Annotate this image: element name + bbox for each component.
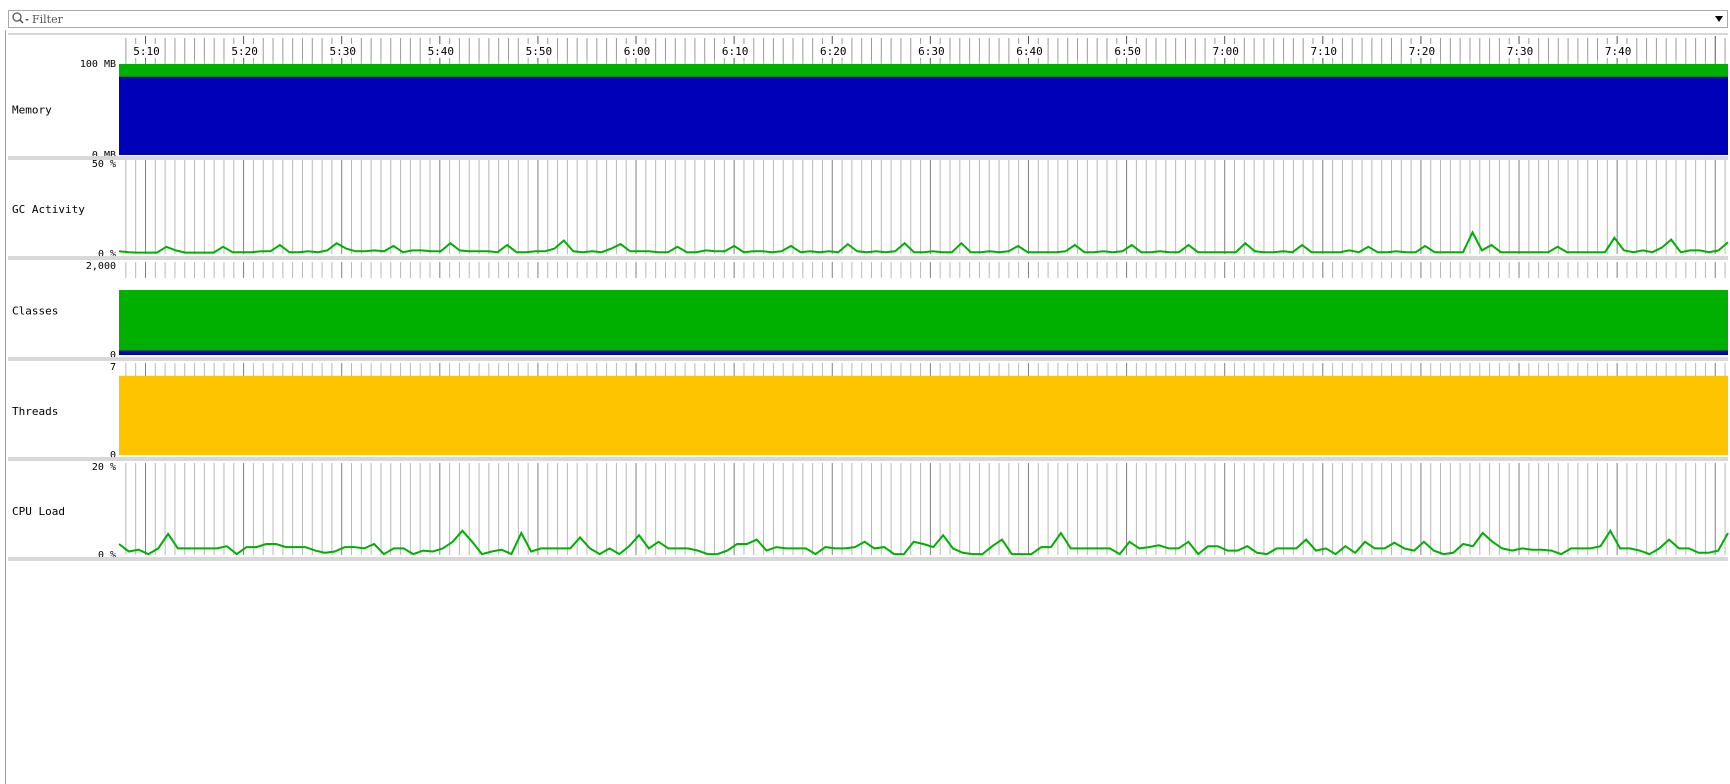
chart-panel-memory: 100 MB 0 MB Memory bbox=[8, 59, 1728, 161]
filter-placeholder: Filter bbox=[32, 13, 63, 26]
y-max-label: 2,000 bbox=[86, 261, 116, 272]
time-axis-label: 6:20 bbox=[820, 45, 847, 58]
y-max-label: 20 % bbox=[92, 462, 116, 473]
axis-label-bg bbox=[425, 44, 456, 58]
axis-label-bg bbox=[720, 44, 751, 58]
time-axis-label: 5:50 bbox=[526, 45, 553, 58]
chart-panel-classes: 2,000 0 Classes bbox=[8, 261, 1728, 361]
time-axis-label: 5:30 bbox=[329, 45, 356, 58]
series-area bbox=[119, 375, 1728, 455]
panel-separator bbox=[8, 457, 1728, 461]
time-axis-label: 6:50 bbox=[1114, 45, 1141, 58]
dropdown-arrow-icon[interactable] bbox=[1714, 15, 1724, 23]
time-axis-label: 7:40 bbox=[1605, 45, 1632, 58]
panel-title: Threads bbox=[12, 405, 58, 418]
axis-label-bg bbox=[1112, 44, 1143, 58]
y-max-label: 50 % bbox=[92, 159, 116, 170]
axis-label-bg bbox=[916, 44, 947, 58]
panel-separator bbox=[8, 357, 1728, 361]
panel-title: Classes bbox=[12, 305, 58, 318]
series-area bbox=[119, 290, 1728, 355]
panel-title: GC Activity bbox=[12, 203, 85, 216]
axis-label-bg bbox=[327, 44, 358, 58]
series-line bbox=[118, 230, 1729, 254]
y-min-label: 0 MB bbox=[92, 150, 116, 161]
y-min-label: 0 % bbox=[98, 249, 116, 260]
panel-left-border bbox=[5, 30, 6, 784]
axis-label-bg bbox=[1210, 44, 1241, 58]
y-min-label: 0 bbox=[110, 350, 116, 361]
time-axis-label: 7:00 bbox=[1212, 45, 1239, 58]
y-min-label: 0 % bbox=[98, 550, 116, 561]
axis-label-bg bbox=[622, 44, 653, 58]
time-axis-label: 5:40 bbox=[428, 45, 455, 58]
time-axis-label: 5:20 bbox=[231, 45, 258, 58]
axis-label-bg bbox=[1406, 44, 1437, 58]
axis-label-bg bbox=[523, 44, 554, 58]
panel-separator bbox=[8, 256, 1728, 260]
time-axis-label: 7:10 bbox=[1311, 45, 1338, 58]
chart-panel-cpu-load: 20 % 0 % CPU Load bbox=[8, 462, 1729, 561]
time-axis-label: 6:00 bbox=[624, 45, 651, 58]
axis-label-bg bbox=[1603, 44, 1634, 58]
panel-separator bbox=[8, 557, 1728, 561]
axis-label-bg bbox=[131, 44, 162, 58]
time-axis-label: 6:10 bbox=[722, 45, 749, 58]
filter-input[interactable]: Filter bbox=[8, 10, 1728, 28]
axis-label-bg bbox=[1014, 44, 1045, 58]
search-icon[interactable] bbox=[11, 11, 31, 27]
axis-label-bg bbox=[1505, 44, 1536, 58]
time-axis-label: 6:30 bbox=[918, 45, 945, 58]
series-area bbox=[119, 350, 1728, 355]
y-min-label: 0 bbox=[110, 450, 116, 461]
time-axis-label: 5:10 bbox=[133, 45, 160, 58]
series-area bbox=[119, 76, 1728, 155]
axis-label-bg bbox=[229, 44, 260, 58]
y-max-label: 7 bbox=[110, 362, 116, 373]
time-axis-label: 7:20 bbox=[1409, 45, 1436, 58]
chart-panel-gc-activity: 50 % 0 % GC Activity bbox=[8, 159, 1729, 260]
series-line bbox=[118, 528, 1729, 556]
panel-separator bbox=[8, 156, 1728, 160]
chart-panel-threads: 7 0 Threads bbox=[8, 362, 1728, 461]
panel-title: Memory bbox=[12, 104, 52, 117]
y-max-label: 100 MB bbox=[80, 59, 116, 70]
panel-title: CPU Load bbox=[12, 505, 65, 518]
time-axis-label: 6:40 bbox=[1016, 45, 1043, 58]
time-axis-label: 7:30 bbox=[1507, 45, 1534, 58]
axis-label-bg bbox=[1308, 44, 1339, 58]
axis-label-bg bbox=[818, 44, 849, 58]
